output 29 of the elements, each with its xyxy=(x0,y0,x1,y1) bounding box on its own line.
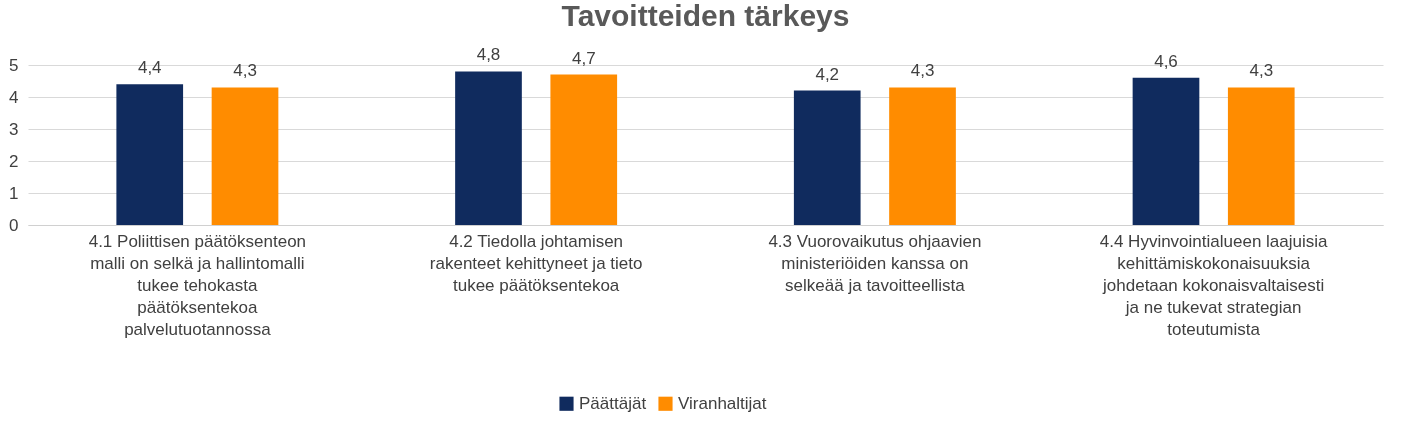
bar xyxy=(793,90,861,225)
y-tick-label: 4 xyxy=(9,87,19,107)
x-tick-label: 4.1 Poliittisen päätöksenteon malli on selkä ja hallintomalli tukee tehokasta päätöksentekoa palvelutuotannossa xyxy=(88,231,307,339)
chart-title: Tavoitteiden tärkeys xyxy=(561,0,850,33)
y-tick-label: 5 xyxy=(9,55,19,75)
x-tick-label: 4.3 Vuorovaikutus ohjaavien ministeriöiden kanssa on selkeää ja tavoitteellista xyxy=(768,231,982,295)
bar xyxy=(889,87,956,225)
bar xyxy=(455,71,522,225)
bar xyxy=(1132,77,1200,225)
data-label: 4,6 xyxy=(1154,51,1178,71)
data-label: 4,3 xyxy=(1249,61,1274,81)
bar xyxy=(211,87,279,225)
legend-label: Päättäjät xyxy=(579,393,647,413)
y-tick-label: 1 xyxy=(9,183,19,203)
y-tick-label: 2 xyxy=(9,151,19,171)
legend-label: Viranhaltijat xyxy=(678,393,767,413)
y-tick-label: 0 xyxy=(9,215,19,235)
data-label: 4,4 xyxy=(137,58,162,78)
data-label: 4,3 xyxy=(910,61,935,81)
bar xyxy=(116,84,184,225)
bar xyxy=(1227,87,1295,225)
bar xyxy=(550,74,618,225)
data-label: 4,8 xyxy=(476,45,501,65)
data-label: 4,3 xyxy=(233,61,257,81)
data-label: 4,7 xyxy=(571,48,596,68)
x-tick-label: 4.4 Hyvinvointialueen laajuisia kehittämiskokonaisuuksia johdetaan kokonaisvaltaisesti ja ne tukevat strategian toteutumista xyxy=(1099,231,1329,339)
data-label: 4,2 xyxy=(815,64,840,84)
y-tick-label: 3 xyxy=(9,119,19,139)
x-tick-label: 4.2 Tiedolla johtamisen rakenteet kehittyneet ja tieto tukee päätöksentekoa xyxy=(429,231,643,295)
